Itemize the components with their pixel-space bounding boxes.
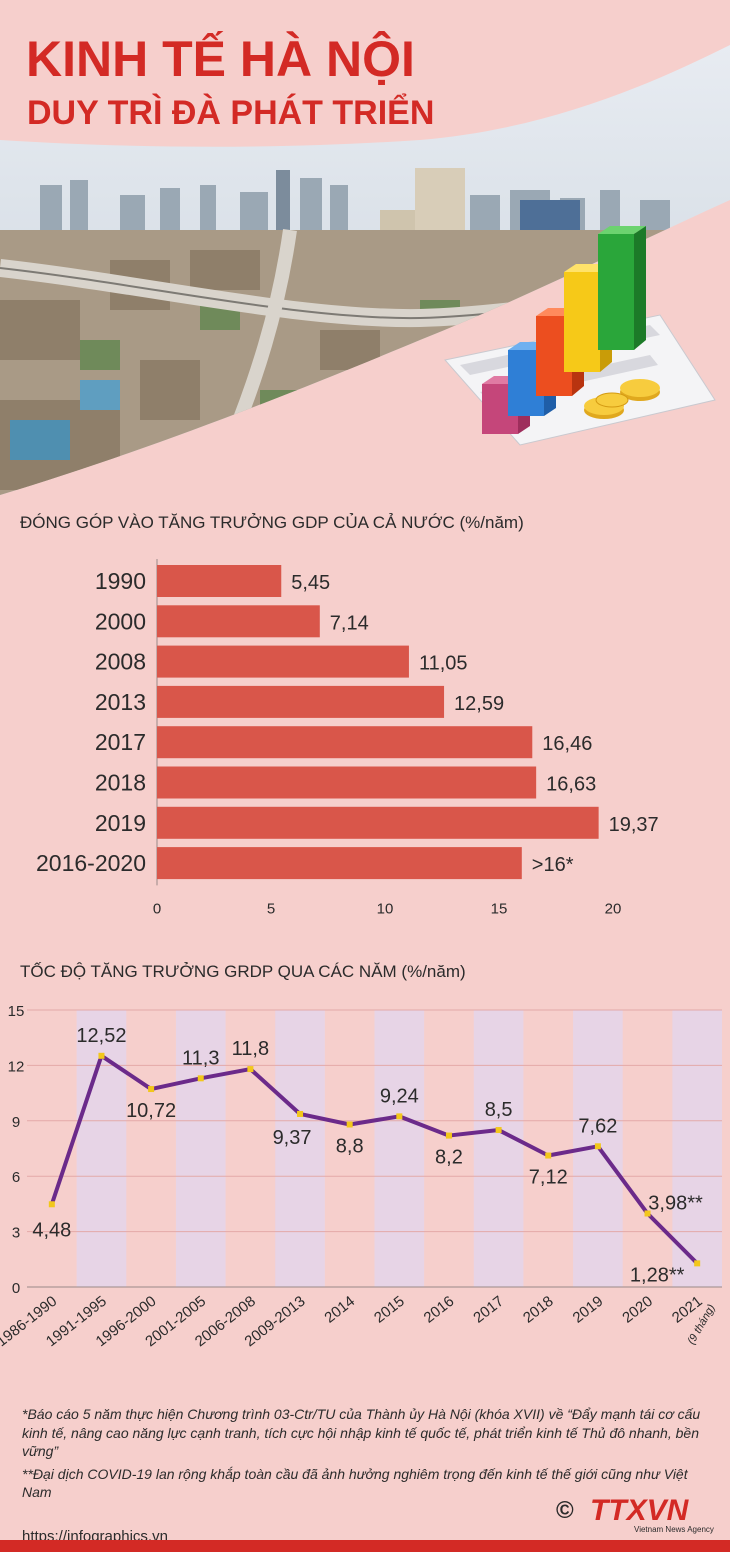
line-value-label: 8,2 [435, 1147, 463, 1169]
bar-2013 [157, 685, 445, 718]
column-stripe [672, 1010, 722, 1287]
bar-2017 [157, 726, 533, 759]
line-value-label: 7,12 [529, 1167, 568, 1189]
logo-text: TTXVN [590, 1494, 690, 1527]
data-point-marker [495, 1127, 502, 1134]
footnote-1: *Báo cáo 5 năm thực hiện Chương trình 03… [22, 1406, 701, 1459]
bar-x-tick: 15 [491, 900, 508, 917]
data-point-marker [247, 1066, 254, 1073]
column-stripe [175, 1010, 226, 1287]
data-point-marker [197, 1075, 204, 1082]
line-value-label: 9,24 [380, 1085, 419, 1107]
data-point-marker [346, 1121, 353, 1128]
gdp-contribution-bar-chart: 1990 5,45 2000 7,14 2008 11,05 2013 12,59 2017 16… [36, 559, 659, 917]
bar-value-label: >16* [532, 854, 574, 876]
line-x-tick: 2016 [421, 1293, 458, 1327]
logo-subtitle: Vietnam News Agency [634, 1525, 714, 1534]
line-x-tick: 2017 [470, 1293, 507, 1327]
bar-value-label: 19,37 [609, 814, 659, 836]
data-point-marker [694, 1260, 701, 1267]
line-value-label: 11,8 [232, 1038, 269, 1060]
page-title: KINH TẾ HÀ NỘI [26, 31, 415, 87]
column-stripe [275, 1010, 325, 1287]
bar-category-label: 2016-2020 [36, 850, 146, 876]
line-value-label: 8,8 [336, 1135, 364, 1157]
bar-chart-title: ĐÓNG GÓP VÀO TĂNG TRƯỞNG GDP CỦA CẢ NƯỚC… [20, 513, 524, 532]
ttxvn-logo: © TTXVN Vietnam News Agency [556, 1494, 714, 1534]
line-value-label: 3,98** [648, 1193, 703, 1215]
line-x-tick: 2015 [371, 1293, 408, 1327]
bar-x-tick: 20 [605, 900, 622, 917]
line-y-tick: 15 [8, 1003, 25, 1020]
data-point-marker [644, 1210, 651, 1217]
hero-illustration [0, 45, 730, 495]
line-x-tick: 2018 [520, 1293, 557, 1327]
line-y-tick: 12 [8, 1058, 25, 1075]
data-point-marker [48, 1201, 55, 1208]
line-value-label: 8,5 [485, 1099, 513, 1121]
bar-2000 [157, 605, 320, 638]
column-stripe [374, 1010, 425, 1287]
footnote-2: **Đại dịch COVID-19 lan rộng khắp toàn c… [22, 1465, 688, 1501]
line-x-tick: 2020 [619, 1293, 656, 1327]
bar-value-label: 16,63 [546, 774, 596, 796]
line-value-label: 10,72 [126, 1100, 176, 1122]
bar-2008 [157, 645, 409, 678]
bar-category-label: 2008 [95, 649, 146, 675]
bar-2016-2020 [157, 847, 522, 880]
data-point-marker [396, 1113, 403, 1120]
line-y-tick: 3 [12, 1225, 20, 1242]
line-x-tick: 2014 [321, 1293, 358, 1327]
bar-x-tick: 5 [267, 900, 275, 917]
bar-category-label: 2019 [95, 810, 146, 836]
line-chart-title: TỐC ĐỘ TĂNG TRƯỞNG GRDP QUA CÁC NĂM (%/n… [20, 962, 466, 981]
bar-category-label: 2017 [95, 729, 146, 755]
bar-value-label: 7,14 [330, 612, 369, 634]
bar-value-label: 11,05 [419, 653, 468, 675]
grdp-series-line [49, 1053, 699, 1265]
line-value-label: 1,28** [630, 1264, 685, 1286]
data-point-marker [297, 1110, 304, 1117]
footnotes: *Báo cáo 5 năm thực hiện Chương trình 03… [22, 1405, 712, 1506]
line-value-label: 11,3 [182, 1047, 219, 1069]
bar-value-label: 16,46 [542, 733, 592, 755]
line-value-label: 9,37 [273, 1127, 312, 1149]
data-point-marker [545, 1152, 552, 1159]
bar-x-tick: 0 [153, 900, 161, 917]
copyright-symbol: © [556, 1497, 574, 1524]
bar-category-label: 2000 [95, 608, 146, 634]
line-value-label: 4,48 [32, 1219, 71, 1241]
bar-value-label: 5,45 [291, 572, 330, 594]
bottom-accent-bar [0, 1540, 730, 1552]
bar-2019 [157, 806, 599, 839]
line-y-tick: 9 [12, 1114, 20, 1131]
data-point-marker [98, 1052, 105, 1059]
page-subtitle: DUY TRÌ ĐÀ PHÁT TRIỂN [27, 94, 435, 132]
bar-category-label: 1990 [95, 568, 146, 594]
bar-category-label: 2018 [95, 770, 146, 796]
data-point-marker [148, 1086, 155, 1093]
data-point-marker [445, 1132, 452, 1139]
grdp-growth-line-chart: 0 3 6 9 12 15 4,48 12,52 10,72 11,3 11,8 9,37 8,8 9,2… [0, 1003, 722, 1350]
line-x-tick: 2019 [570, 1293, 607, 1327]
line-y-tick: 0 [12, 1280, 20, 1297]
bar-chart-illustration [444, 226, 716, 446]
bar-x-tick: 10 [377, 900, 394, 917]
data-point-marker [594, 1143, 601, 1150]
line-value-label: 7,62 [578, 1115, 617, 1137]
line-value-label: 12,52 [76, 1025, 126, 1047]
line-y-tick: 6 [12, 1169, 20, 1186]
column-stripe [76, 1010, 127, 1287]
bar-value-label: 12,59 [454, 693, 504, 715]
bar-2018 [157, 766, 537, 799]
bar-category-label: 2013 [95, 689, 146, 715]
column-stripe [473, 1010, 524, 1287]
bar-1990 [157, 565, 282, 597]
